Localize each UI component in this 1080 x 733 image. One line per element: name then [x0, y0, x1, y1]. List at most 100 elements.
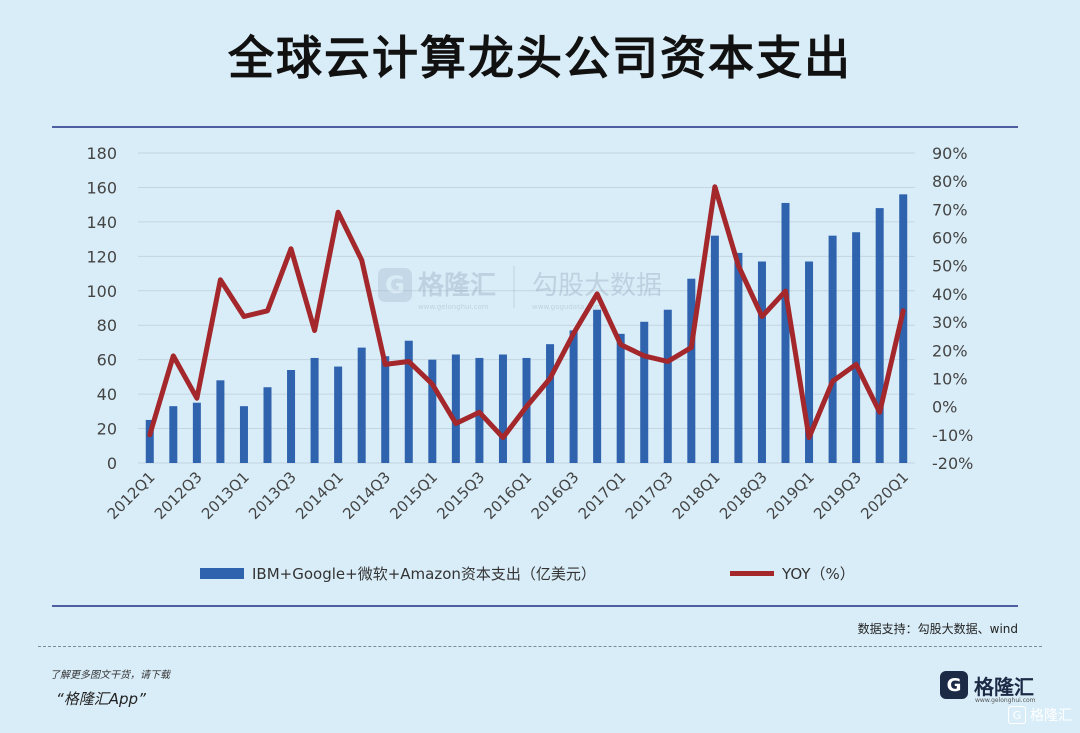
left-tick-label: 140: [86, 213, 117, 232]
left-tick-label: 20: [97, 420, 117, 439]
page-title: 全球云计算龙头公司资本支出: [228, 31, 852, 85]
left-tick-label: 160: [86, 178, 117, 197]
bar: [757, 261, 766, 463]
right-tick-label: 50%: [932, 257, 968, 276]
x-tick-label: 2016Q3: [528, 468, 583, 523]
x-tick-label: 2014Q1: [292, 468, 347, 523]
bar: [498, 354, 507, 463]
legend-line-label: YOY（%）: [781, 565, 855, 583]
right-axis: -20% -10% 0% 10% 20% 30% 40% 50% 60% 70% 80% 90%: [932, 144, 973, 473]
x-tick-label: 2013Q3: [245, 468, 300, 523]
bar: [781, 202, 790, 463]
right-tick-label: -10%: [932, 426, 973, 445]
x-tick-label: 2012Q3: [151, 468, 206, 523]
watermark-brand-sub: www.gelonghui.com: [418, 303, 489, 311]
left-tick-label: 40: [97, 385, 117, 404]
corner-watermark-g-icon: G: [1008, 706, 1026, 724]
bar: [593, 309, 602, 463]
right-tick-label: -20%: [932, 454, 973, 473]
footer-divider: [38, 646, 1042, 647]
x-tick-label: 2015Q1: [386, 468, 441, 523]
bar: [734, 252, 743, 463]
x-tick-label: 2016Q1: [481, 468, 536, 523]
right-tick-label: 90%: [932, 144, 968, 163]
bar: [404, 340, 413, 463]
bar: [428, 359, 437, 463]
bar: [451, 354, 460, 463]
brand-url: www.gelonghui.com: [975, 697, 1036, 704]
legend-line-swatch: [730, 571, 774, 576]
bar: [569, 330, 578, 463]
data-source: 数据支持：勾股大数据、wind: [857, 622, 1018, 636]
bar: [663, 309, 672, 463]
legend: IBM+Google+微软+Amazon资本支出（亿美元） YOY（%）: [200, 565, 855, 583]
bar: [899, 194, 908, 464]
left-tick-label: 180: [86, 144, 117, 163]
watermark-partner-sub: www.gogudata.com: [532, 303, 601, 311]
right-tick-label: 10%: [932, 369, 968, 388]
bar: [805, 261, 814, 463]
bar: [381, 356, 390, 463]
right-tick-label: 30%: [932, 313, 968, 332]
left-tick-label: 0: [107, 454, 117, 473]
footer-download-text: 了解更多图文干货，请下载: [50, 670, 170, 681]
legend-bar-swatch: [200, 568, 244, 579]
bar: [546, 344, 555, 463]
bar: [310, 357, 319, 463]
x-tick-label: 2019Q1: [763, 468, 818, 523]
bar: [334, 366, 343, 463]
bar: [145, 419, 154, 463]
corner-watermark: G 格隆汇: [1008, 705, 1072, 725]
left-axis: 0 20 40 60 80 100 120 140 160 180: [86, 144, 117, 473]
right-tick-label: 60%: [932, 229, 968, 248]
bar: [852, 232, 861, 463]
left-tick-label: 60: [97, 351, 117, 370]
right-tick-label: 80%: [932, 172, 968, 191]
x-tick-label: 2019Q3: [810, 468, 865, 523]
x-tick-label: 2014Q3: [339, 468, 394, 523]
bar: [263, 387, 272, 463]
x-tick-label: 2013Q1: [198, 468, 253, 523]
x-tick-label: 2017Q3: [622, 468, 677, 523]
watermark-brand: 格隆汇: [418, 270, 496, 301]
watermark-logo-letter: G: [385, 271, 405, 299]
x-tick-label: 2012Q1: [104, 468, 159, 523]
left-tick-label: 100: [86, 282, 117, 301]
corner-watermark-text: 格隆汇: [1030, 708, 1072, 724]
bar-series: [145, 194, 908, 464]
bar: [710, 235, 719, 463]
yoy-line: [147, 184, 906, 441]
bar: [828, 235, 837, 463]
legend-bar-label: IBM+Google+微软+Amazon资本支出（亿美元）: [252, 565, 596, 583]
bar: [357, 347, 366, 463]
x-tick-label: 2018Q1: [669, 468, 724, 523]
bar: [169, 406, 178, 463]
x-tick-label: 2020Q1: [857, 468, 912, 523]
bar: [239, 406, 248, 463]
bar: [875, 208, 884, 463]
brand-name: 格隆汇: [974, 674, 1034, 699]
bar: [640, 321, 649, 463]
bar: [287, 370, 296, 463]
x-axis: 2012Q12012Q32013Q12013Q32014Q12014Q32015…: [104, 468, 912, 523]
brand-logo: G 格隆汇: [940, 668, 1050, 702]
left-tick-label: 120: [86, 247, 117, 266]
right-tick-label: 20%: [932, 341, 968, 360]
bar: [616, 333, 625, 463]
x-tick-label: 2017Q1: [575, 468, 630, 523]
watermark-group: G 格隆汇 www.gelonghui.com 勾股大数据 www.goguda…: [378, 266, 662, 311]
right-tick-label: 70%: [932, 200, 968, 219]
x-tick-label: 2018Q3: [716, 468, 771, 523]
bar: [192, 402, 201, 463]
bar: [216, 380, 225, 463]
brand-g-icon: G: [940, 671, 968, 699]
bar: [687, 278, 696, 463]
left-tick-label: 80: [97, 316, 117, 335]
x-tick-label: 2015Q3: [433, 468, 488, 523]
footer-app-name[interactable]: “格隆汇App”: [56, 690, 146, 708]
watermark-logo: [378, 268, 412, 302]
right-tick-label: 40%: [932, 285, 968, 304]
right-tick-label: 0%: [932, 398, 957, 417]
